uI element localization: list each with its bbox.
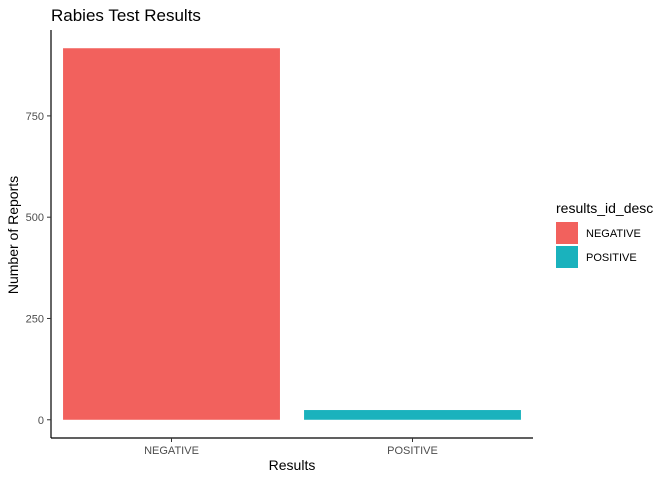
x-axis-title: Results <box>269 457 316 473</box>
chart-title: Rabies Test Results <box>51 6 201 25</box>
bar-negative <box>63 48 280 420</box>
y-tick-label: 750 <box>26 111 44 123</box>
legend: results_id_desc NEGATIVE POSITIVE <box>556 200 653 268</box>
legend-key-negative <box>556 222 578 244</box>
x-tick-label: POSITIVE <box>387 445 438 457</box>
y-tick-label: 500 <box>26 212 44 224</box>
legend-key-positive <box>556 246 578 268</box>
plot-area: 0 250 500 750 NEGATIVE POSITIVE <box>26 30 533 457</box>
legend-label-positive: POSITIVE <box>586 252 637 264</box>
y-tick-label: 0 <box>38 415 44 427</box>
y-axis-title: Number of Reports <box>5 176 21 294</box>
legend-title: results_id_desc <box>556 200 653 216</box>
legend-label-negative: NEGATIVE <box>586 228 641 240</box>
y-tick-label: 250 <box>26 313 44 325</box>
x-tick-label: NEGATIVE <box>144 445 199 457</box>
bar-positive <box>304 410 521 420</box>
